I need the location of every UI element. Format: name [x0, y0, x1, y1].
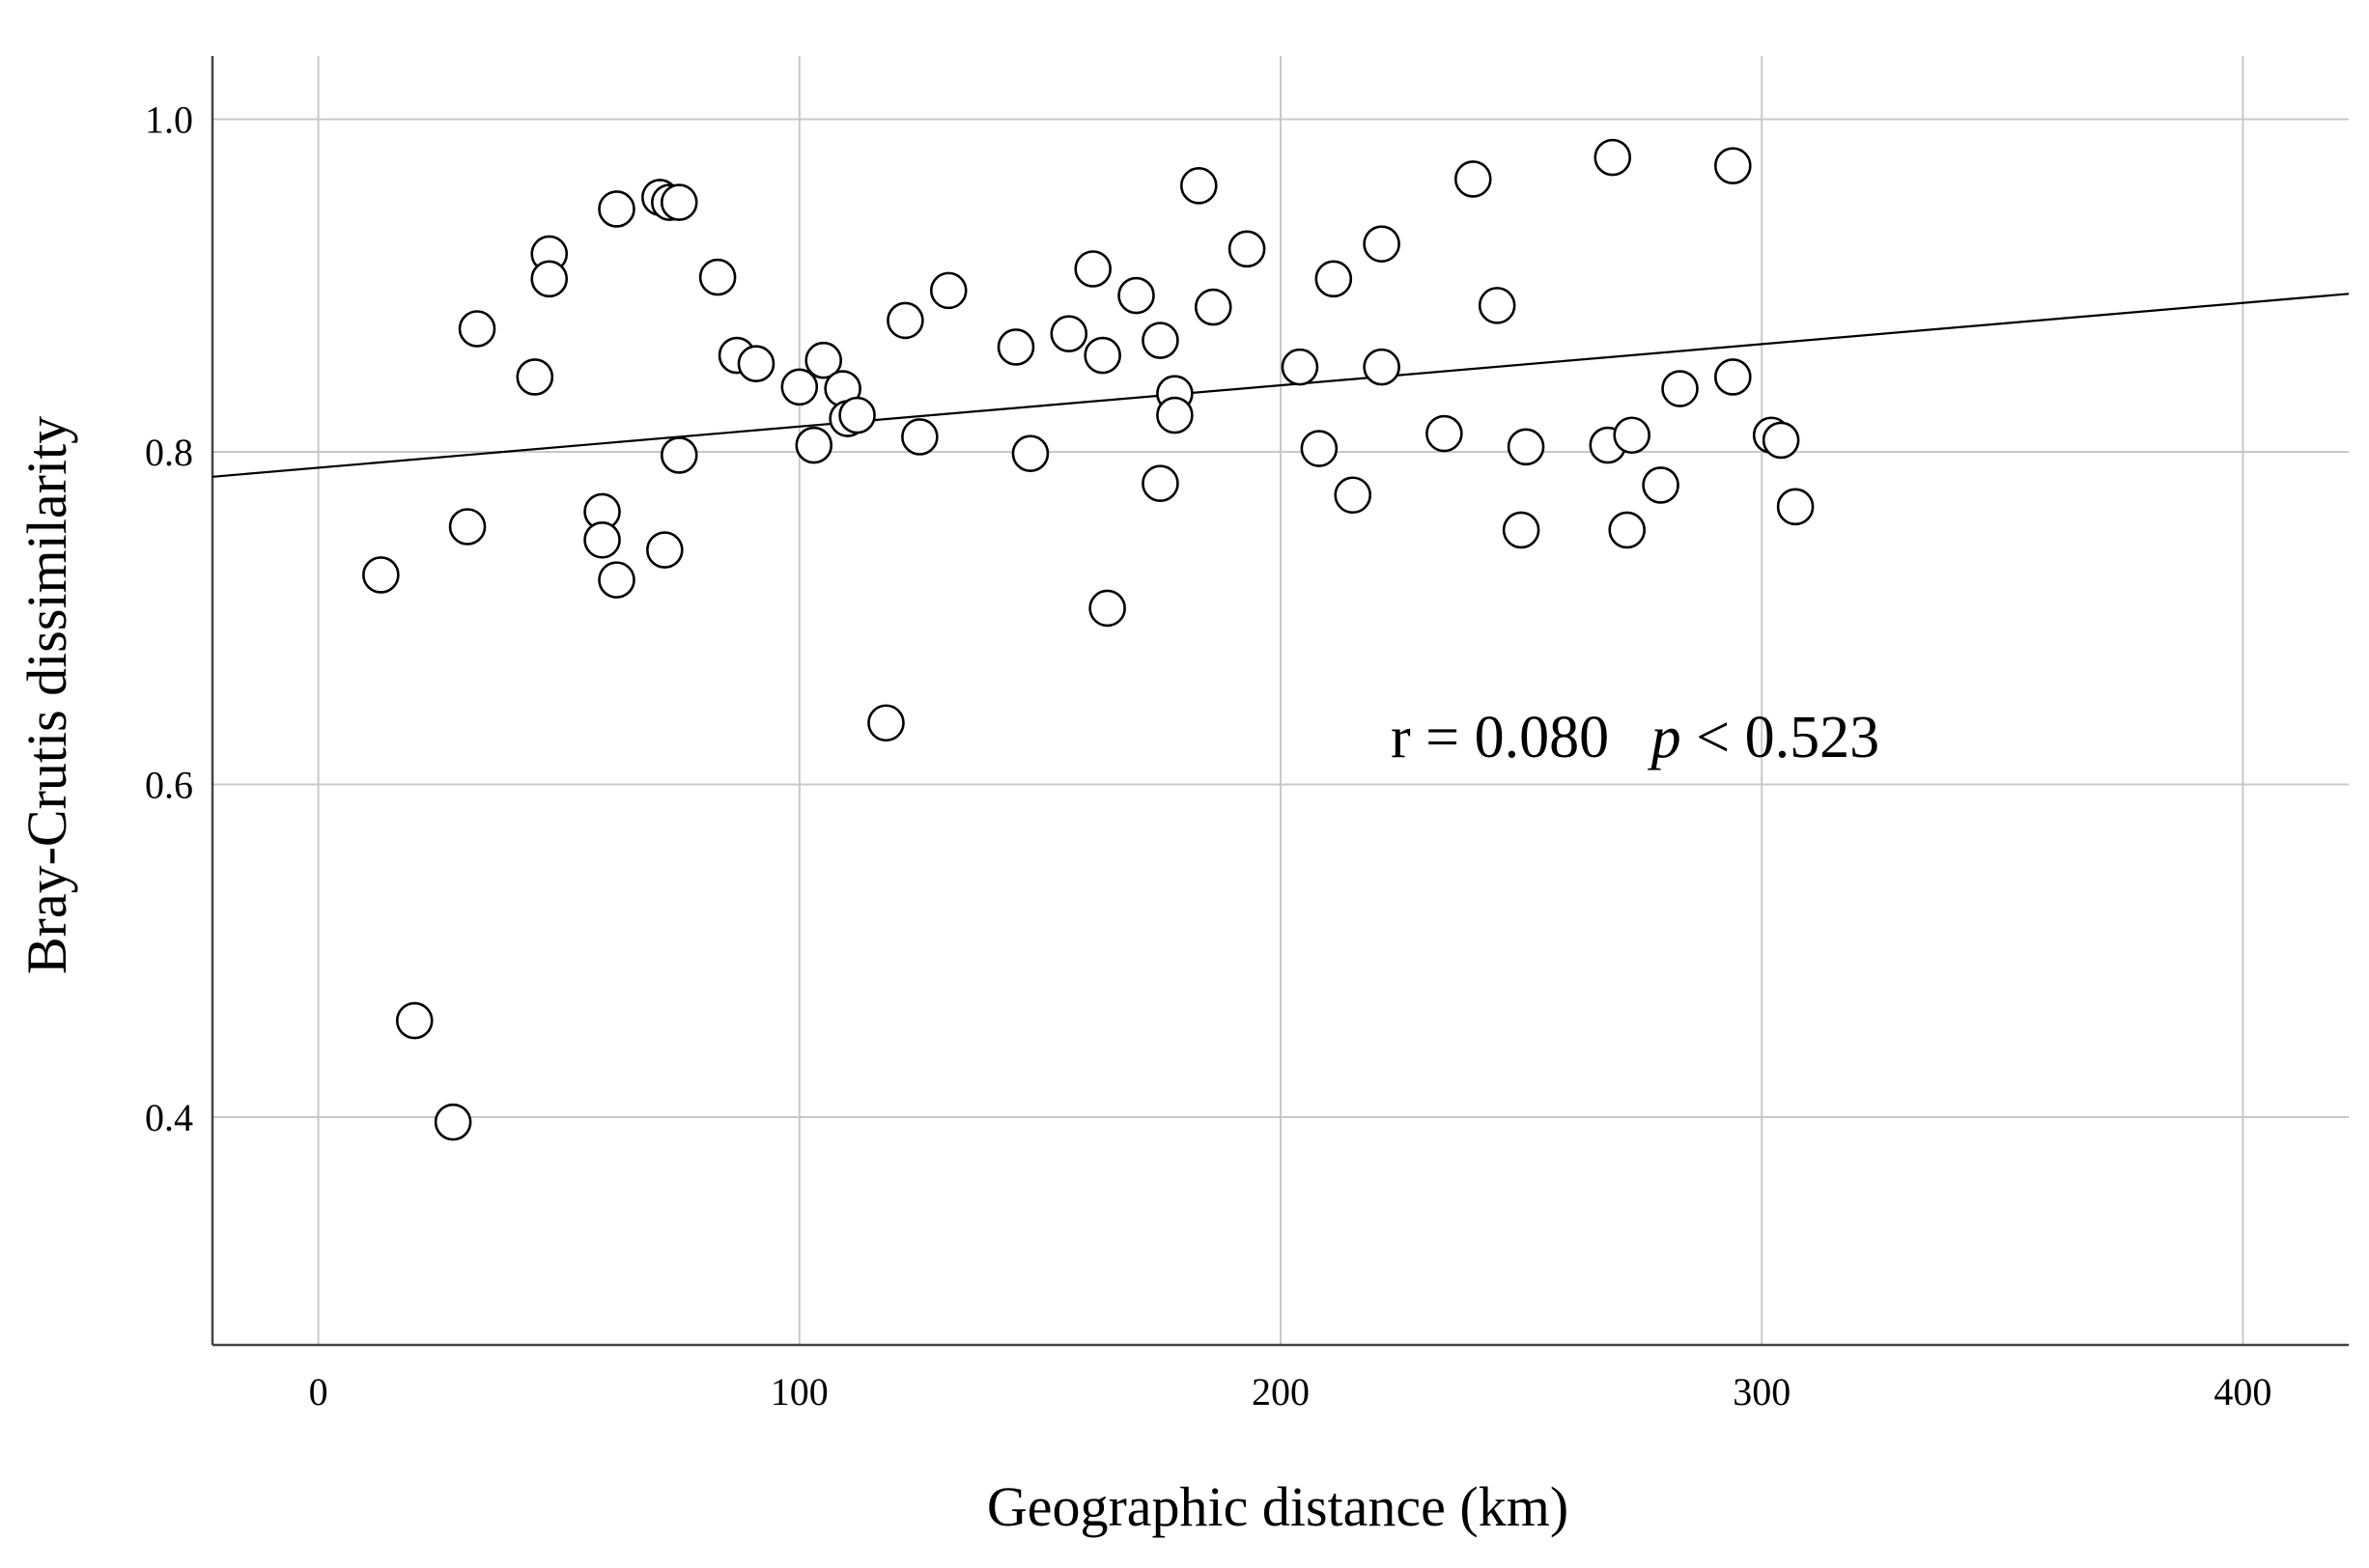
scatter-point — [1074, 250, 1113, 288]
scatter-point — [434, 1103, 472, 1141]
x-tick-label: 400 — [2214, 1370, 2271, 1414]
scatter-point — [362, 556, 400, 594]
data-points — [362, 138, 1815, 1141]
scatter-point — [1334, 476, 1372, 515]
scatter-point — [583, 520, 621, 559]
scatter-point — [1050, 315, 1088, 352]
scatter-point — [698, 258, 737, 296]
scatter-point — [1608, 511, 1647, 549]
x-tick-label: 200 — [1252, 1370, 1310, 1414]
scatter-point — [887, 301, 924, 340]
scatter-point — [867, 704, 905, 742]
scatter-point — [660, 183, 698, 221]
scatter-point — [1762, 421, 1800, 460]
y-axis-title: Bray-Crutis dissimilarity — [15, 416, 78, 974]
scatter-point — [1088, 589, 1126, 628]
scatter-point — [1425, 414, 1463, 453]
scatter-point — [901, 418, 939, 456]
p-symbol: p — [1648, 705, 1681, 770]
scatter-point — [660, 436, 698, 474]
scatter-point — [1642, 466, 1679, 504]
scatter-point — [1363, 348, 1400, 386]
scatter-point — [458, 310, 496, 348]
r-value-text: r = 0.080 — [1391, 705, 1609, 770]
x-tick-label: 0 — [309, 1370, 328, 1414]
y-tick-label: 0.4 — [145, 1096, 193, 1139]
scatter-point — [929, 271, 968, 310]
scatter-point — [1714, 358, 1752, 396]
scatter-point — [795, 426, 833, 464]
scatter-point — [598, 190, 635, 228]
scatter-point — [1117, 276, 1155, 315]
scatter-point — [1661, 370, 1699, 407]
scatter-point — [997, 328, 1035, 366]
scatter-point — [1776, 488, 1815, 526]
scatter-point — [804, 341, 843, 379]
x-tick-label: 100 — [771, 1370, 829, 1414]
scatter-point — [1314, 260, 1353, 298]
scatter-point — [1613, 416, 1650, 455]
scatter-point — [1453, 160, 1492, 198]
scatter-point — [1363, 225, 1400, 263]
scatter-point — [395, 1001, 434, 1040]
y-tick-label: 0.6 — [145, 763, 193, 806]
scatter-point — [1300, 430, 1339, 467]
scatter-point — [1156, 396, 1194, 434]
axes — [211, 56, 2349, 1347]
scatter-point — [1507, 428, 1545, 466]
scatter-point — [598, 561, 635, 599]
regression-line-group — [212, 293, 2350, 478]
scatter-point — [516, 358, 554, 396]
regression-line — [212, 293, 2350, 478]
scatter-point — [1142, 322, 1179, 359]
scatter-point — [780, 368, 819, 406]
x-axis-title: Geographic distance (km) — [987, 1475, 1568, 1538]
scatter-point — [838, 396, 876, 434]
scatter-point — [1011, 434, 1050, 472]
x-tick-label: 300 — [1733, 1370, 1791, 1414]
scatter-point — [1478, 287, 1516, 324]
correlation-annotation: r = 0.080 p < 0.523 — [1391, 705, 1879, 770]
y-tick-label: 0.8 — [145, 431, 193, 474]
scatter-point — [530, 260, 569, 298]
scatter-point — [646, 531, 684, 569]
scatter-point — [1502, 511, 1540, 549]
scatter-point — [448, 508, 487, 546]
scatter-point — [1593, 138, 1632, 177]
p-value-text: < 0.523 — [1696, 705, 1879, 770]
scatter-point — [1714, 147, 1752, 184]
scatter-point — [737, 345, 776, 382]
scatter-point — [1281, 348, 1319, 386]
scatter-point — [1084, 336, 1121, 375]
tick-labels: 0 100 200 300 400 0.4 0.6 0.8 1.0 — [145, 98, 2271, 1414]
scatter-point — [1142, 464, 1179, 503]
y-tick-label: 1.0 — [145, 98, 193, 141]
grid-lines — [212, 56, 2349, 1345]
scatter-point — [1180, 167, 1218, 205]
scatter-point — [1194, 288, 1232, 326]
scatter-point — [1227, 230, 1266, 268]
